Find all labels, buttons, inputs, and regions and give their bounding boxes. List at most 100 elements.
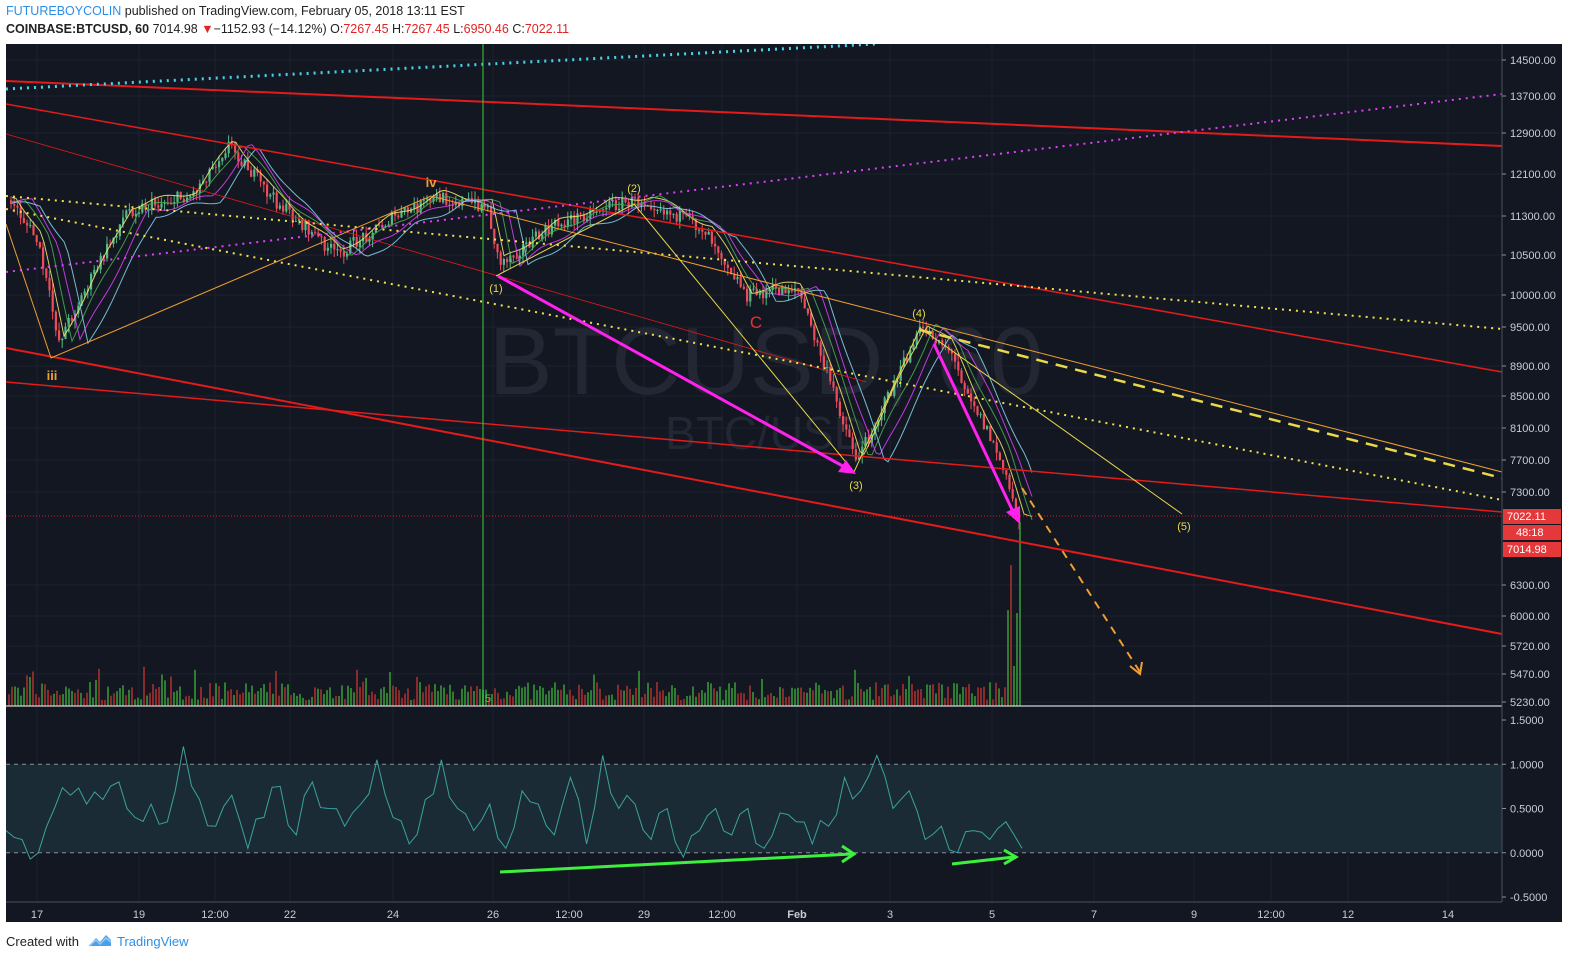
candle-body [403, 207, 406, 211]
candle-body [586, 219, 589, 222]
price-tick-label: 10500.00 [1510, 250, 1556, 262]
volume-bar [914, 690, 916, 706]
volume-bar [554, 682, 556, 706]
candle-body [445, 193, 448, 205]
candle-body [861, 446, 864, 458]
volume-bar [263, 684, 265, 706]
candle-body [813, 325, 816, 341]
moving-average-line [11, 148, 1033, 473]
volume-bar [335, 695, 337, 706]
volume-bar [995, 682, 997, 706]
volume-bar [131, 687, 133, 706]
volume-bar [929, 684, 931, 706]
time-tick-label: 12:00 [555, 909, 583, 921]
volume-bar [560, 689, 562, 706]
volume-bar [179, 686, 181, 706]
magenta-arrowhead-2 [1006, 506, 1020, 524]
candle-body [614, 200, 617, 211]
candle-body [499, 252, 502, 265]
candle-body [150, 198, 153, 210]
candle-body [122, 217, 125, 225]
volume-bar [368, 695, 370, 706]
candle-body [112, 237, 115, 245]
volume-bar [890, 696, 892, 706]
volume-bar [854, 669, 856, 706]
candle-body [288, 203, 291, 210]
chart-area[interactable]: BTCUSD, 60 BTC/USD 5 iii iv (1) (2) (3) (4) (5)… [5, 42, 1562, 922]
volume-bar [137, 697, 139, 706]
candle-body [566, 219, 569, 227]
candle-body [714, 243, 717, 247]
candle-body [829, 367, 832, 382]
candle-body [67, 317, 70, 327]
symbol-name[interactable]: COINBASE:BTCUSD, 60 [6, 22, 150, 36]
candle-body [819, 342, 822, 356]
author-link[interactable]: FUTUREBOYCOLIN [6, 4, 122, 18]
candle-body [278, 205, 281, 209]
time-axis-bg [6, 902, 1562, 922]
vertical-marker-label: 5 [485, 693, 491, 705]
volume-bar [638, 670, 640, 706]
volume-bar [107, 686, 109, 706]
candle-body [506, 259, 509, 263]
volume-bar [977, 687, 979, 706]
volume-bar [503, 698, 505, 706]
time-tick-label: 24 [387, 909, 399, 921]
volume-bar [497, 692, 499, 706]
volume-bar [74, 692, 76, 706]
tradingview-logo-icon [88, 935, 112, 947]
candle-body [378, 224, 381, 226]
candle-body [256, 169, 259, 174]
candle-body [634, 197, 637, 199]
wave-label-4: (4) [912, 308, 925, 320]
volume-bar [221, 698, 223, 706]
volume-bar [281, 683, 283, 706]
volume-bar [29, 676, 31, 706]
volume-bar [902, 683, 904, 706]
volume-bar [860, 688, 862, 706]
candle-body [240, 161, 243, 166]
candle-body [467, 198, 470, 200]
volume-bar [626, 685, 628, 706]
tradingview-brand-link[interactable]: TradingView [117, 934, 189, 949]
volume-bar [23, 687, 25, 706]
candle-body [742, 286, 745, 289]
volume-bar [479, 688, 481, 706]
time-tick-label: 26 [487, 909, 499, 921]
price-tick-label: 7300.00 [1510, 487, 1550, 499]
volume-bar [431, 691, 433, 706]
volume-bar [974, 696, 976, 706]
volume-bar [659, 691, 661, 706]
volume-bar [8, 694, 10, 706]
candle-body [1014, 498, 1017, 511]
candle-body [886, 392, 889, 398]
volume-bar [230, 689, 232, 706]
volume-bar [20, 695, 22, 706]
volume-bar [101, 699, 103, 706]
volume-bar [128, 689, 130, 706]
candle-body [963, 382, 966, 390]
volume-bar [89, 682, 91, 706]
volume-bar [41, 683, 43, 706]
volume-bar [446, 694, 448, 706]
candle-body [643, 203, 646, 206]
candle-body [608, 201, 611, 208]
candle-body [605, 207, 608, 210]
candle-body [582, 214, 585, 222]
candle-body [486, 206, 489, 208]
candle-body [662, 209, 665, 215]
candle-body [154, 198, 157, 206]
volume-bar [224, 682, 226, 706]
volume-bar [878, 696, 880, 706]
candle-body [864, 436, 867, 447]
volume-bar [971, 693, 973, 706]
candle-body [675, 213, 678, 222]
candle-body [413, 203, 416, 209]
price-tick-label: 5230.00 [1510, 697, 1550, 709]
volume-bar [152, 684, 154, 706]
candle-body [115, 236, 118, 238]
candle-body [227, 141, 230, 154]
volume-bar [968, 684, 970, 706]
volume-bar [533, 684, 535, 706]
chart-canvas[interactable]: BTCUSD, 60 BTC/USD 5 iii iv (1) (2) (3) (4) (5)… [5, 42, 1562, 922]
